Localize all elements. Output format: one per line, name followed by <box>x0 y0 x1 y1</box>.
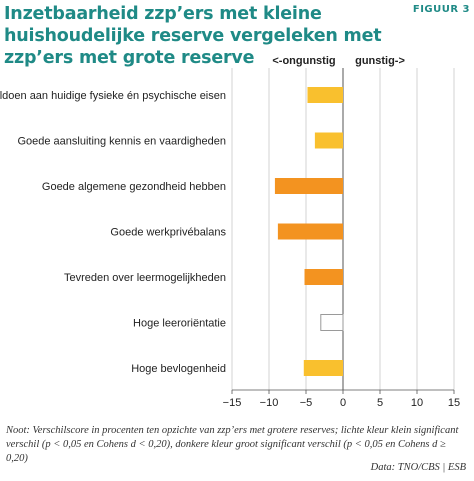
category-label: Voldoen aan huidige fysieke én psychisch… <box>0 90 226 102</box>
bars <box>274 87 344 376</box>
category-label: Tevreden over leermogelijkheden <box>64 272 226 284</box>
bar <box>277 223 343 240</box>
x-tick-label: 10 <box>411 397 423 409</box>
chart-note: Noot: Verschilscore in procenten ten opz… <box>6 425 459 464</box>
data-source: Data: TNO/CBS | ESB <box>370 462 466 473</box>
bar <box>320 314 344 331</box>
category-label: Goede algemene gezondheid hebben <box>42 181 226 193</box>
category-label: Goede werkprivébalans <box>110 227 226 239</box>
bar-chart: Voldoen aan huidige fysieke én psychisch… <box>0 55 460 409</box>
x-tick-label: −15 <box>223 397 242 409</box>
x-tick-label: 5 <box>377 397 383 409</box>
direction-label-favourable: gunstig-> <box>355 55 405 67</box>
chart-title: Inzetbaarheid zzp’ers met kleine huishou… <box>4 4 382 68</box>
category-label: Goede aansluiting kennis en vaardigheden <box>17 136 226 148</box>
bar <box>304 269 343 285</box>
x-tick-label: 15 <box>448 397 460 409</box>
category-labels: Voldoen aan huidige fysieke én psychisch… <box>0 90 226 375</box>
x-tick-label: −5 <box>300 397 313 409</box>
figure-label: FIGUUR 3 <box>412 4 470 15</box>
bar <box>314 132 343 149</box>
x-tick-label: −10 <box>260 397 279 409</box>
direction-label-unfavourable: <-ongunstig <box>272 55 335 67</box>
x-axis: −15 −10 −5 0 5 10 15 <box>223 389 460 409</box>
category-label: Hoge leeroriëntatie <box>133 318 226 330</box>
bar <box>274 178 343 194</box>
bar <box>303 360 343 376</box>
category-label: Hoge bevlogenheid <box>131 363 226 375</box>
x-tick-label: 0 <box>340 397 346 409</box>
bar <box>307 87 343 103</box>
